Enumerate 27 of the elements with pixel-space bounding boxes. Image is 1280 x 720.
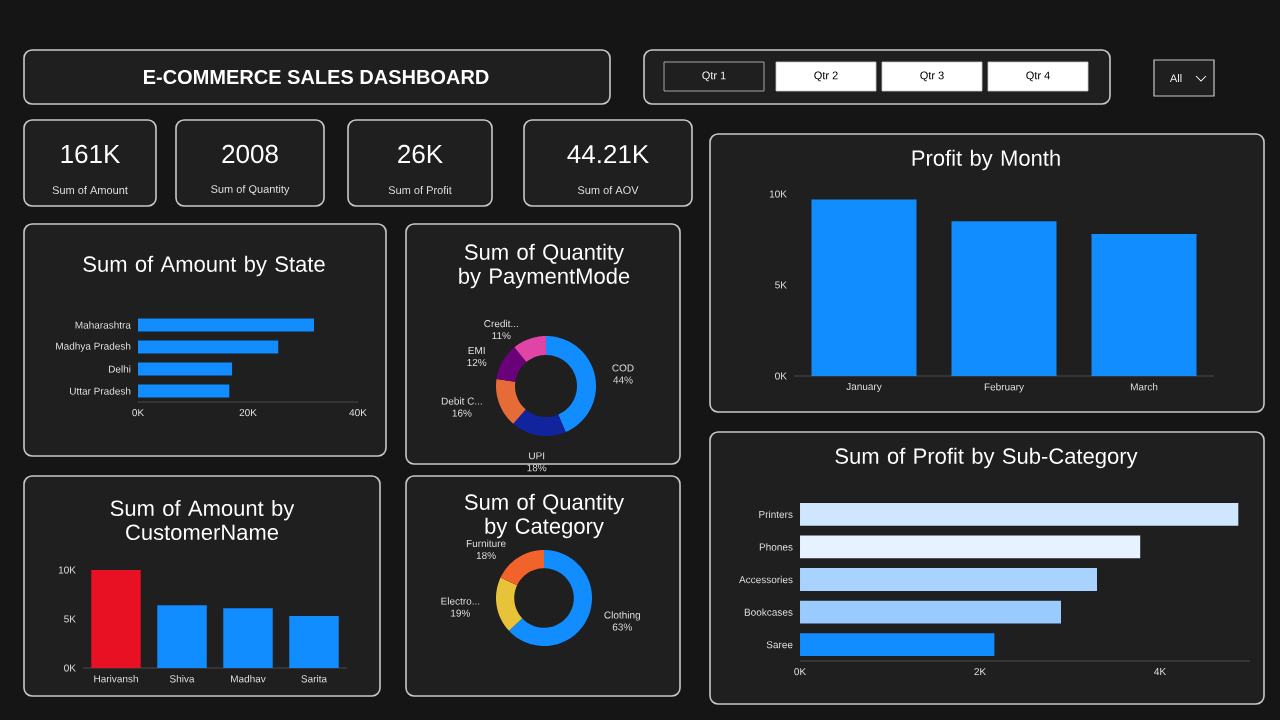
bar xyxy=(138,318,314,332)
bar xyxy=(800,568,1098,591)
chart-title: Sum of Quantity by PaymentMode xyxy=(459,243,630,289)
bar xyxy=(157,605,207,668)
bar xyxy=(800,535,1141,559)
chart-title: Sum of Profit by Sub-Category xyxy=(835,447,1138,469)
bar xyxy=(91,570,141,668)
text: E-COMMERCE SALES DASHBOARD xyxy=(144,69,489,85)
chart-title: Sum of Quantity by Category xyxy=(464,493,625,539)
bar xyxy=(138,362,233,376)
chart-title: Sum of Amount by CustomerName xyxy=(110,499,295,541)
bar xyxy=(289,616,339,668)
text: 161K xyxy=(61,144,121,164)
bar xyxy=(138,384,230,398)
bar xyxy=(800,633,995,657)
bar xyxy=(811,199,917,376)
text: 44.21K xyxy=(567,144,649,164)
chart-title: Sum of Amount by State xyxy=(83,255,325,277)
text: 2008 xyxy=(222,144,278,164)
bar xyxy=(138,340,279,354)
bar xyxy=(800,502,1239,526)
text: 26K xyxy=(398,144,443,164)
chart-title: Profit by Month xyxy=(912,149,1060,171)
bar xyxy=(223,608,273,668)
bar xyxy=(800,600,1061,624)
bar xyxy=(951,221,1057,376)
bar xyxy=(1091,234,1197,376)
